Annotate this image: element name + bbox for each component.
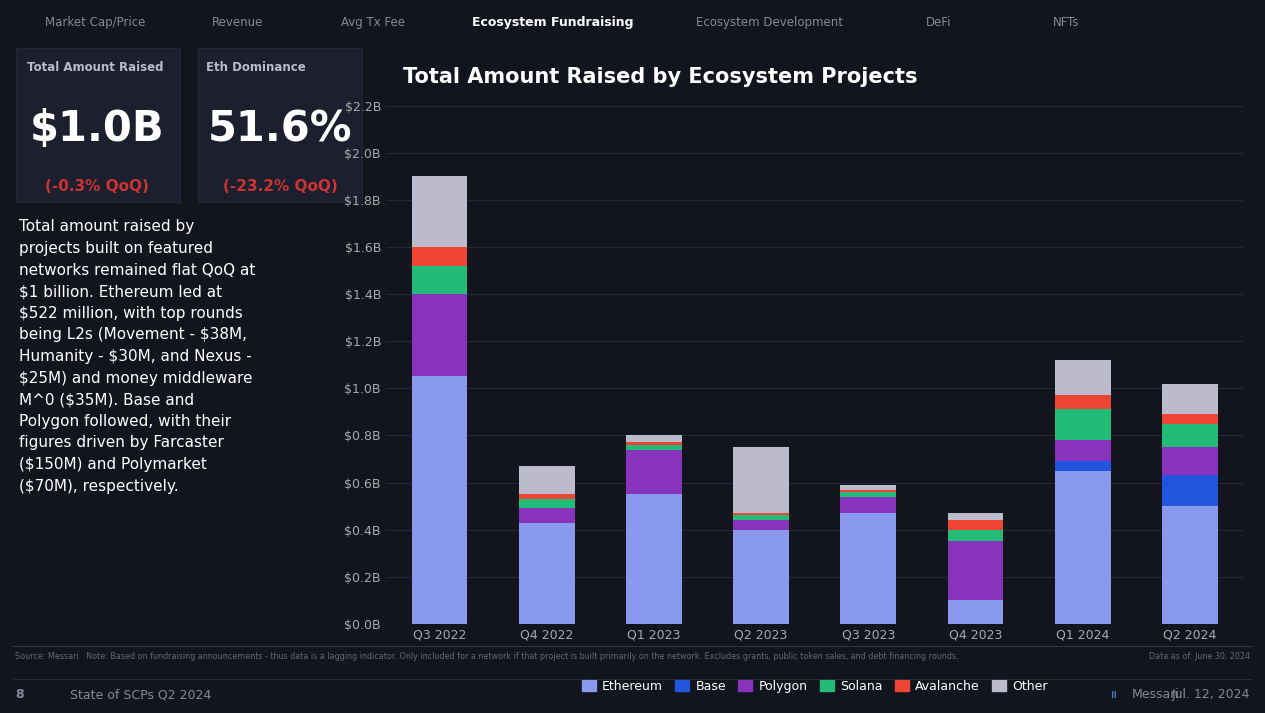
Bar <box>411 294 467 376</box>
Bar <box>734 513 789 515</box>
Bar <box>1163 506 1218 624</box>
FancyBboxPatch shape <box>16 48 181 202</box>
Bar <box>1055 409 1111 440</box>
Bar <box>1163 476 1218 506</box>
Bar <box>519 523 574 624</box>
Text: Jul. 12, 2024: Jul. 12, 2024 <box>1171 689 1250 702</box>
Bar <box>411 247 467 266</box>
Bar <box>1055 461 1111 471</box>
Bar <box>1163 414 1218 424</box>
Bar <box>947 520 1003 530</box>
Bar <box>411 376 467 624</box>
Bar <box>947 513 1003 520</box>
Bar <box>947 541 1003 600</box>
Bar <box>626 494 682 624</box>
Bar <box>840 497 896 513</box>
Bar <box>1163 447 1218 476</box>
Text: ıı: ıı <box>1111 689 1118 702</box>
Bar <box>840 485 896 490</box>
Text: Messari: Messari <box>1132 689 1180 702</box>
Text: Revenue: Revenue <box>213 16 263 29</box>
Bar <box>734 447 789 513</box>
Bar <box>840 513 896 624</box>
Bar <box>626 445 682 449</box>
FancyBboxPatch shape <box>199 48 362 202</box>
Bar <box>626 449 682 494</box>
Bar <box>1055 471 1111 624</box>
Text: (-23.2% QoQ): (-23.2% QoQ) <box>223 179 338 194</box>
Bar <box>1163 424 1218 447</box>
Bar <box>1055 360 1111 395</box>
Bar <box>519 508 574 523</box>
Text: Ecosystem Development: Ecosystem Development <box>696 16 842 29</box>
Text: 51.6%: 51.6% <box>207 108 353 150</box>
Legend: Ethereum, Base, Polygon, Solana, Avalanche, Other: Ethereum, Base, Polygon, Solana, Avalanc… <box>577 675 1052 698</box>
Bar <box>734 520 789 530</box>
Bar <box>1055 395 1111 409</box>
Text: Ecosystem Fundraising: Ecosystem Fundraising <box>472 16 634 29</box>
Text: (-0.3% QoQ): (-0.3% QoQ) <box>46 179 149 194</box>
Text: Total amount raised by
projects built on featured
networks remained flat QoQ at
: Total amount raised by projects built on… <box>19 220 256 493</box>
Text: Total Amount Raised by Ecosystem Projects: Total Amount Raised by Ecosystem Project… <box>404 66 917 87</box>
Bar <box>626 443 682 445</box>
Bar <box>734 515 789 520</box>
Bar <box>840 490 896 492</box>
Text: Avg Tx Fee: Avg Tx Fee <box>342 16 405 29</box>
Bar <box>411 176 467 247</box>
Text: 8: 8 <box>15 689 24 702</box>
Bar <box>1055 440 1111 461</box>
Text: Source: Messari   Note: Based on fundraising announcements - thus data is a lagg: Source: Messari Note: Based on fundraisi… <box>15 652 959 662</box>
Text: NFTs: NFTs <box>1054 16 1079 29</box>
Text: Data as of: June 30, 2024: Data as of: June 30, 2024 <box>1149 652 1250 662</box>
Text: Market Cap/Price: Market Cap/Price <box>44 16 145 29</box>
Bar <box>947 530 1003 541</box>
Text: Total Amount Raised: Total Amount Raised <box>27 61 163 74</box>
Bar <box>519 466 574 494</box>
Bar <box>840 492 896 497</box>
Text: DeFi: DeFi <box>926 16 951 29</box>
Text: Eth Dominance: Eth Dominance <box>205 61 305 74</box>
Bar <box>734 530 789 624</box>
Text: State of SCPs Q2 2024: State of SCPs Q2 2024 <box>70 689 211 702</box>
Bar <box>411 266 467 294</box>
Bar <box>519 494 574 499</box>
Bar <box>1163 384 1218 414</box>
Bar <box>947 600 1003 624</box>
Bar <box>519 499 574 508</box>
Bar <box>626 436 682 443</box>
Text: $1.0B: $1.0B <box>30 108 164 150</box>
